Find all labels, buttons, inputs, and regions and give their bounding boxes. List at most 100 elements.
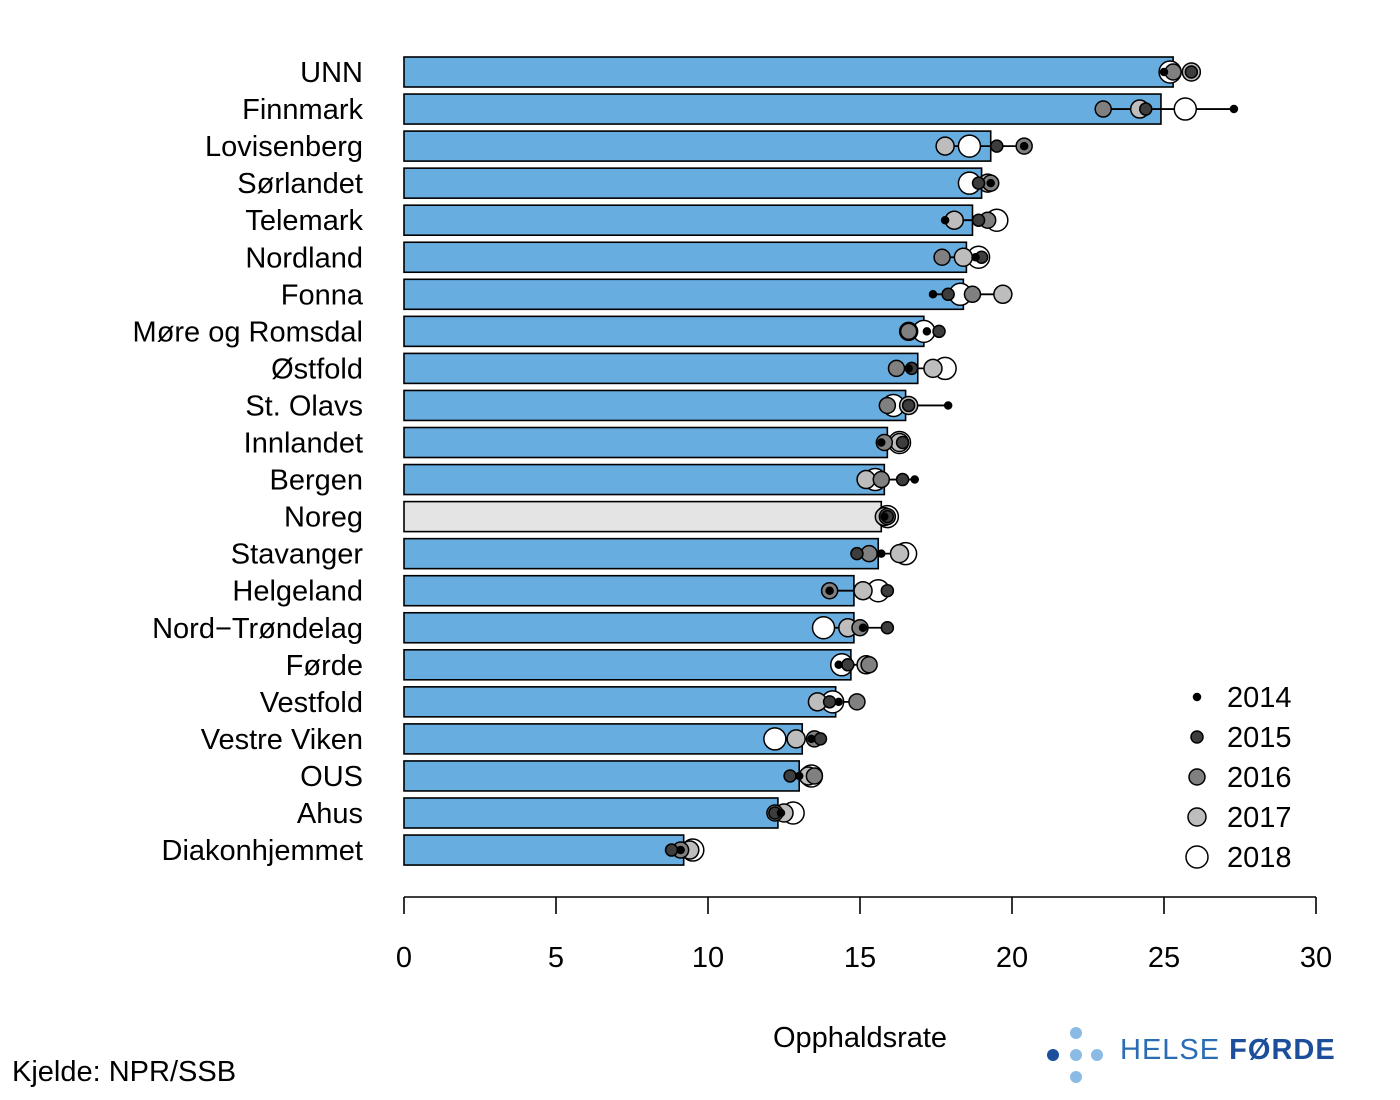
legend-label-2015: 2015 bbox=[1227, 722, 1292, 754]
dot-2014 bbox=[794, 771, 804, 781]
category-label: Noreg bbox=[284, 502, 363, 534]
dot-2015 bbox=[822, 695, 837, 709]
dot-2016 bbox=[872, 470, 891, 489]
dot-2014 bbox=[676, 845, 685, 855]
dot-2015 bbox=[941, 287, 955, 302]
category-label: Fonna bbox=[281, 279, 364, 311]
x-axis: 0 5 10 15 20 25 30 bbox=[396, 896, 1332, 974]
dot-2014 bbox=[940, 215, 950, 225]
x-tick-label: 0 bbox=[396, 942, 412, 974]
dot-2016 bbox=[848, 693, 866, 711]
dot-2018 bbox=[811, 616, 836, 640]
bar-ous bbox=[403, 760, 801, 792]
dot-2014 bbox=[1159, 67, 1169, 77]
dot-2014 bbox=[928, 290, 938, 299]
logo-dot-center bbox=[1070, 1049, 1082, 1061]
dot-2014 bbox=[877, 438, 886, 447]
bar-helgeland bbox=[403, 574, 855, 607]
bar-vestfold bbox=[403, 686, 837, 718]
dot-2014 bbox=[880, 512, 889, 521]
category-label: Førde bbox=[286, 650, 363, 682]
bar-s-rlandet bbox=[403, 167, 983, 199]
bar-innlandet bbox=[403, 426, 889, 459]
dot-2015 bbox=[880, 583, 895, 598]
row-ahus: Ahus bbox=[297, 797, 805, 830]
dot-2014 bbox=[877, 549, 886, 558]
legend-marker-2016 bbox=[1188, 768, 1206, 786]
dot-2015 bbox=[880, 621, 895, 635]
category-label: Ahus bbox=[297, 798, 363, 830]
helse-forde-logo: HELSE FØRDE bbox=[1040, 1022, 1340, 1086]
legend-label-2017: 2017 bbox=[1227, 802, 1292, 834]
logo-dot-bottom bbox=[1070, 1071, 1082, 1083]
dot-2015 bbox=[971, 213, 986, 227]
dot-2017 bbox=[853, 580, 873, 601]
dot-2016 bbox=[963, 285, 982, 304]
dot-2015 bbox=[971, 176, 986, 190]
legend-marker-2018 bbox=[1185, 845, 1209, 869]
dot-2015 bbox=[841, 658, 855, 672]
logo-dot-left bbox=[1047, 1049, 1059, 1061]
dot-2016 bbox=[878, 396, 897, 415]
x-tick-label: 10 bbox=[692, 942, 724, 974]
category-label: Nordland bbox=[245, 242, 363, 274]
legend-marker-2015 bbox=[1190, 730, 1204, 744]
row-fonna: Fonna bbox=[281, 278, 1013, 311]
bar-ahus bbox=[403, 797, 779, 829]
row-bergen: Bergen bbox=[269, 463, 919, 497]
category-label: Østfold bbox=[271, 353, 363, 385]
row-helgeland: Helgeland bbox=[232, 574, 895, 608]
dot-2018 bbox=[1173, 97, 1198, 121]
bar-nord-tr-ndelag bbox=[403, 611, 855, 644]
dot-2014 bbox=[986, 178, 995, 188]
dot-2014 bbox=[971, 253, 980, 262]
dot-2015 bbox=[895, 435, 910, 450]
legend: 2014 2015 2016 2017 2018 bbox=[1185, 682, 1292, 874]
bar-noreg bbox=[403, 500, 883, 533]
bar-stfold bbox=[403, 352, 919, 385]
dot-2014 bbox=[943, 401, 953, 410]
dot-2018 bbox=[957, 134, 982, 158]
row-f-rde: Førde bbox=[286, 648, 878, 682]
bars-group: UNN Finnmark Lovisenberg Sørlandet Telemark N… bbox=[133, 56, 1239, 867]
x-axis-label: Opphaldsrate bbox=[773, 1022, 947, 1054]
dot-2014 bbox=[922, 327, 932, 336]
dot-2014 bbox=[1229, 104, 1239, 114]
dot-2014 bbox=[1019, 141, 1029, 151]
logo-text: HELSE FØRDE bbox=[1120, 1034, 1336, 1067]
row-nord-tr-ndelag: Nord−Trøndelag bbox=[152, 611, 895, 645]
bar-telemark bbox=[403, 204, 974, 236]
logo-text-light: HELSE bbox=[1120, 1034, 1230, 1066]
dot-2015 bbox=[813, 732, 828, 746]
dot-2017 bbox=[935, 136, 955, 156]
dot-2014 bbox=[807, 734, 816, 744]
dot-2014 bbox=[834, 697, 843, 707]
dot-2015 bbox=[664, 843, 679, 857]
category-label: Diakonhjemmet bbox=[162, 835, 363, 867]
bar-bergen bbox=[403, 463, 886, 496]
bar-st-olavs bbox=[403, 389, 907, 422]
row-st-olavs: St. Olavs bbox=[245, 389, 953, 422]
category-label: Telemark bbox=[245, 205, 363, 237]
dot-2015 bbox=[932, 324, 946, 339]
row-telemark: Telemark bbox=[245, 204, 1009, 237]
category-label: Finnmark bbox=[242, 94, 363, 126]
row-s-rlandet: Sørlandet bbox=[237, 167, 1000, 200]
row-stfold: Østfold bbox=[271, 352, 957, 385]
logo-dot-top bbox=[1070, 1027, 1082, 1039]
bar-unn bbox=[403, 56, 1174, 88]
dot-2017 bbox=[923, 358, 943, 379]
dot-2016 bbox=[899, 322, 918, 341]
dot-2015 bbox=[895, 472, 910, 487]
dot-2016 bbox=[860, 656, 878, 674]
category-label: UNN bbox=[300, 57, 363, 89]
dot-2017 bbox=[953, 247, 974, 267]
legend-marker-2014 bbox=[1192, 692, 1202, 702]
x-tick-label: 30 bbox=[1300, 942, 1332, 974]
dot-2014 bbox=[904, 364, 913, 373]
dot-2017 bbox=[786, 729, 806, 749]
dot-2017 bbox=[856, 469, 876, 490]
bar-vestre-viken bbox=[403, 723, 804, 755]
dot-2017 bbox=[993, 284, 1013, 305]
legend-label-2018: 2018 bbox=[1227, 842, 1292, 874]
